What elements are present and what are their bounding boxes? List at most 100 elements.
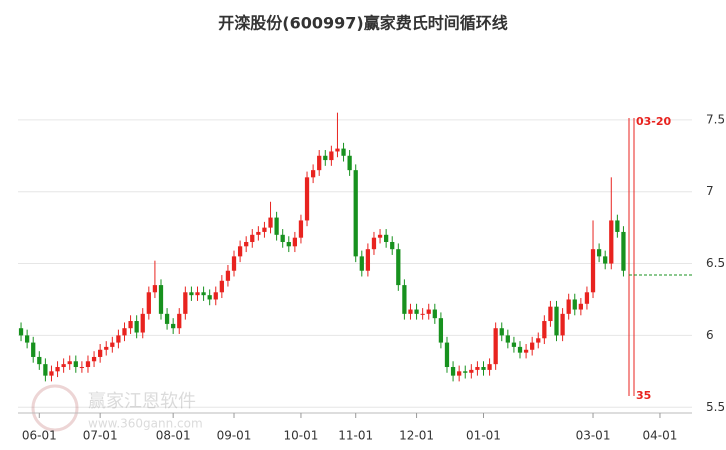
candle-body <box>463 371 468 373</box>
candle-body <box>158 285 164 314</box>
candle-body <box>493 328 498 365</box>
candle-body <box>359 256 364 271</box>
candle-body <box>110 342 115 347</box>
candle-body <box>402 285 407 314</box>
annotation: 35 <box>636 389 651 402</box>
candle-body <box>603 256 608 264</box>
candle-body <box>98 349 103 357</box>
candle-body <box>481 367 486 370</box>
x-tick-label: 06-01 <box>22 429 57 443</box>
candle-body <box>560 313 565 336</box>
candle-body <box>578 303 583 310</box>
candle-body <box>475 367 480 370</box>
candle-body <box>91 356 97 362</box>
candle-body <box>49 371 54 376</box>
x-tick-label: 08-01 <box>156 429 191 443</box>
candle-body <box>469 369 474 373</box>
candle-body <box>390 241 395 250</box>
candle-body <box>18 328 24 336</box>
candle-body <box>304 177 310 221</box>
y-tick-label: 6.5 <box>706 256 725 270</box>
candle-body <box>164 313 170 324</box>
candle-body <box>554 306 559 336</box>
candle-body <box>31 342 36 357</box>
candle-body <box>256 231 261 235</box>
candle-body <box>523 349 529 353</box>
candle-body <box>122 328 127 336</box>
x-tick-label: 10-01 <box>284 429 319 443</box>
candle-body <box>219 280 224 293</box>
candle-body <box>61 364 66 368</box>
candle-body <box>310 170 316 178</box>
candle-body <box>201 292 206 296</box>
candle-body <box>438 318 444 343</box>
candle-body <box>231 256 237 271</box>
watermark-text: 赢家江恩软件 <box>88 390 196 412</box>
candle-body <box>335 148 340 152</box>
candle-body <box>566 299 571 314</box>
candle-body <box>189 292 194 296</box>
candle-body <box>280 234 285 242</box>
candle-body <box>250 234 255 242</box>
candle-body <box>286 241 291 247</box>
candle-body <box>183 292 188 314</box>
candle-body <box>195 292 200 296</box>
candle-body <box>572 299 577 310</box>
candle-body <box>329 151 334 161</box>
x-tick-label: 09-01 <box>217 429 252 443</box>
y-tick-label: 5.5 <box>706 400 725 414</box>
candle-body <box>596 249 602 257</box>
candle-body <box>79 367 85 369</box>
candle-body <box>317 155 322 171</box>
candle-body <box>104 346 109 350</box>
candle-body <box>262 227 267 232</box>
candle-body <box>365 249 371 271</box>
candle-body <box>292 237 297 247</box>
candle-body <box>450 367 456 376</box>
candle-body <box>377 234 383 238</box>
candle-body <box>353 170 358 257</box>
candle-body <box>615 220 620 232</box>
candle-body <box>244 241 249 247</box>
candle-body <box>384 234 389 242</box>
candle-body <box>444 342 450 368</box>
candle-body <box>621 231 626 271</box>
annotation: 03-20 <box>636 115 672 128</box>
candle-body <box>414 309 419 314</box>
candle-body <box>517 346 523 353</box>
x-tick-label: 04-01 <box>643 429 678 443</box>
candle-body <box>432 309 437 319</box>
x-tick-label: 12-01 <box>399 429 434 443</box>
candle-body <box>536 338 541 343</box>
candle-body <box>128 321 133 329</box>
candle-body <box>323 155 328 161</box>
candle-body <box>505 335 510 343</box>
candle-body <box>298 220 304 238</box>
candle-body <box>542 321 547 339</box>
candle-body <box>268 217 273 228</box>
candle-body <box>609 220 614 264</box>
x-tick-label: 07-01 <box>83 429 118 443</box>
candle-body <box>24 335 30 343</box>
watermark-url: www.360gann.com <box>88 417 203 431</box>
candle-body <box>584 292 590 304</box>
watermark-logo <box>31 384 79 432</box>
candle-body <box>237 246 243 257</box>
x-tick-label: 03-01 <box>576 429 611 443</box>
candle-body <box>457 371 462 376</box>
candle-body <box>55 367 60 372</box>
candle-body <box>511 342 517 347</box>
candle-body <box>590 249 596 293</box>
candle-body <box>67 361 72 365</box>
candle-body <box>347 155 352 171</box>
candle-body <box>274 217 279 235</box>
candle-body <box>213 292 218 300</box>
candle-body <box>499 328 504 336</box>
watermark: 赢家江恩软件 www.360gann.com <box>31 384 203 432</box>
candle-body <box>152 285 158 293</box>
candle-body <box>371 237 377 250</box>
candle-body <box>134 321 139 333</box>
candle-body <box>420 313 425 315</box>
candle-body <box>207 295 212 300</box>
